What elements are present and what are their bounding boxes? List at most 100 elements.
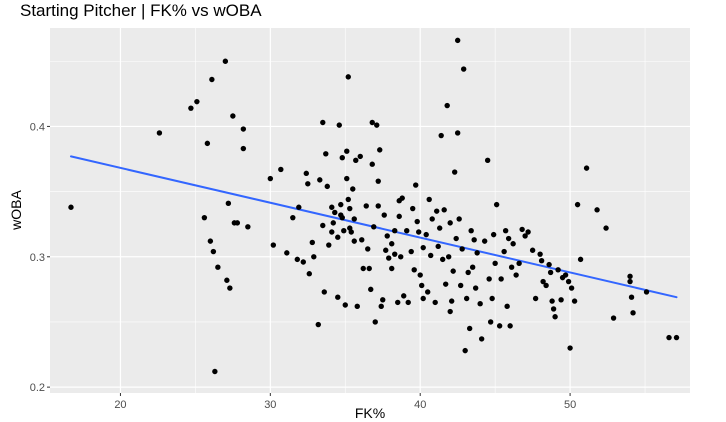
data-point [392,251,398,257]
data-point [435,243,441,250]
data-point [330,220,336,226]
data-point [627,278,633,285]
data-point [320,119,326,126]
data-point [359,237,365,243]
data-point [305,181,311,187]
data-point [341,228,347,234]
data-point [344,175,350,182]
data-point [454,37,461,44]
data-point [389,241,395,247]
data-point [489,295,495,302]
points-layer [68,37,680,375]
data-point [315,321,321,328]
data-point [445,254,452,260]
data-point [395,299,401,306]
plot-panel [50,28,690,393]
data-point [398,254,404,260]
data-point [493,201,500,208]
data-point [371,224,377,230]
x-tick-label: 40 [414,399,426,411]
data-point [348,229,354,235]
data-point [375,178,381,184]
data-point [416,229,422,235]
data-point [550,306,557,312]
data-point [68,204,74,210]
data-point [329,204,335,210]
data-point [507,323,513,329]
x-tick-label: 20 [114,399,126,411]
x-axis-title: FK% [355,405,385,421]
data-point [381,212,387,218]
data-point [353,157,359,164]
data-point [477,301,483,307]
data-point [565,278,572,285]
data-point [525,229,531,235]
data-point [465,269,471,276]
data-point [501,248,507,255]
data-point [468,228,474,234]
data-point [335,234,341,240]
data-point [474,250,480,256]
y-tick-label: 0.3 [30,252,45,264]
data-point [478,336,485,342]
data-point [505,235,512,242]
data-point [450,268,456,274]
data-point [404,228,410,234]
data-point [326,242,332,248]
data-point [414,218,420,225]
y-tick-label: 0.4 [30,121,45,133]
data-point [441,207,447,213]
data-point [389,265,395,272]
data-point [419,282,425,289]
data-point [558,297,564,303]
data-point [351,238,357,244]
data-point [347,205,353,212]
data-point [369,161,375,167]
data-point [444,102,450,109]
data-point [384,233,390,239]
data-point [472,285,479,291]
data-point [456,216,462,222]
data-point [240,145,247,152]
data-point [222,58,229,64]
data-point [300,259,307,265]
data-point [225,200,232,207]
data-point [396,213,402,220]
data-point [294,256,301,263]
data-point [392,228,398,234]
data-point [555,267,561,273]
y-axis: 0.2 0.3 0.4 [30,121,50,394]
data-point [345,196,351,203]
data-point [673,334,680,341]
data-point [365,246,371,252]
data-point [447,220,453,226]
data-point [460,66,467,72]
data-point [451,169,458,175]
data-point [399,195,405,201]
data-point [423,231,429,238]
data-point [567,345,573,351]
data-point [628,294,635,300]
data-point [529,247,536,253]
data-point [603,225,609,231]
data-point [538,257,545,264]
data-point [630,310,636,316]
data-point [339,155,345,161]
data-point [466,325,473,332]
data-point [201,214,208,221]
data-point [209,76,215,83]
data-point [568,285,575,291]
data-point [383,247,389,253]
data-point [508,264,515,270]
data-point [350,186,356,192]
y-tick-label: 0.2 [30,382,45,394]
data-point [546,261,552,268]
data-point [372,319,378,325]
data-point [583,165,590,171]
data-point [448,298,455,304]
data-point [363,203,369,209]
data-point [420,244,426,251]
data-point [354,303,360,310]
data-point [401,293,407,299]
